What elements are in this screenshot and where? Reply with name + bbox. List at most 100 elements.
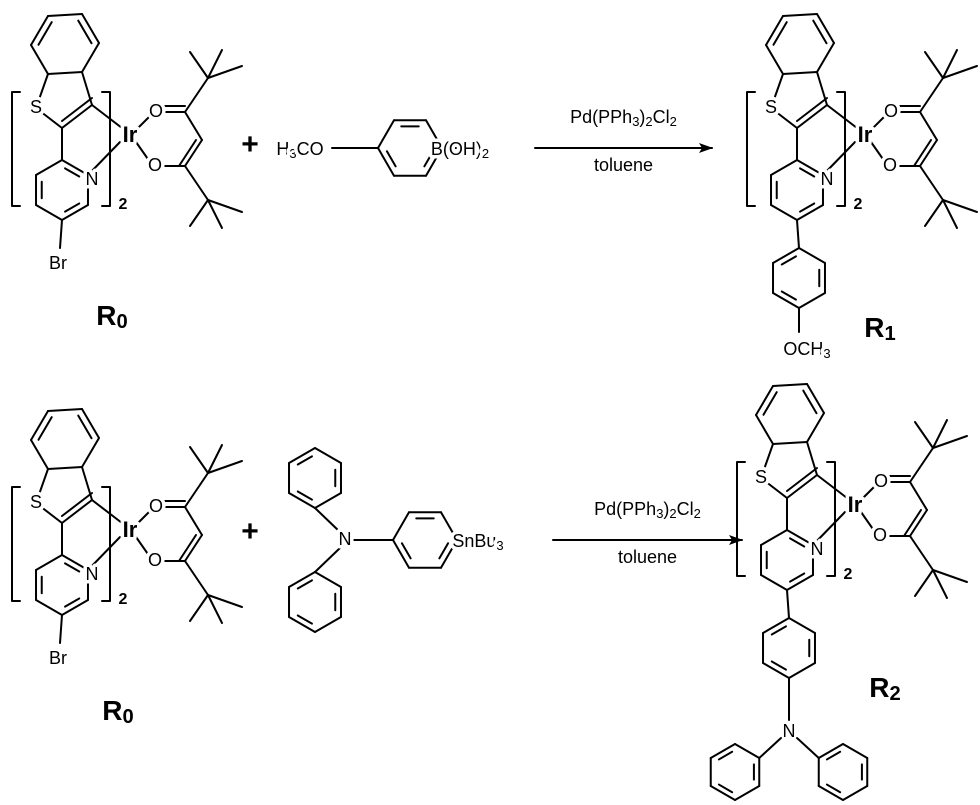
- bond: [184, 139, 203, 167]
- bond: [314, 507, 341, 533]
- ring-bond: [734, 785, 761, 801]
- bond: [919, 111, 938, 141]
- ring-bond: [755, 414, 774, 445]
- ring-bond: [288, 571, 316, 588]
- ring-bond: [799, 167, 816, 178]
- ring-bond: [64, 562, 81, 573]
- bond: [903, 509, 922, 537]
- bond: [207, 199, 243, 213]
- atom-label: N: [811, 539, 824, 559]
- catalyst: Pd(PPh3)2Cl2: [594, 499, 701, 522]
- ring-bond: [35, 599, 63, 616]
- bond: [786, 474, 818, 499]
- bond: [942, 199, 958, 229]
- ring-bond: [47, 71, 83, 75]
- bracket-count: 2: [844, 566, 853, 583]
- atom-label: O: [149, 496, 163, 516]
- plus-sign: +: [241, 515, 259, 548]
- ring-bond: [37, 21, 53, 46]
- bond: [811, 511, 846, 546]
- ring-bond: [296, 614, 313, 625]
- bond: [932, 569, 968, 583]
- bond: [184, 534, 203, 562]
- solvent: toluene: [594, 155, 653, 175]
- ring-bond: [30, 44, 49, 75]
- bond: [796, 737, 820, 759]
- ring-bond: [825, 783, 842, 794]
- ring-bond: [296, 455, 313, 466]
- bond: [932, 419, 948, 449]
- ring-bond: [47, 13, 83, 17]
- atom-label: O: [873, 525, 887, 545]
- ring-bond: [392, 539, 410, 569]
- bond: [870, 113, 888, 131]
- bond: [942, 49, 958, 79]
- ring-bond: [440, 511, 458, 541]
- bond: [932, 569, 948, 599]
- ring-bond: [61, 204, 89, 221]
- ring-bond: [765, 44, 784, 75]
- ring-bond: [288, 616, 316, 633]
- ring-bond: [64, 167, 81, 178]
- bond: [86, 141, 121, 176]
- bond: [35, 502, 63, 524]
- bond: [184, 560, 209, 596]
- bond: [826, 104, 858, 129]
- ring-bond: [798, 247, 826, 264]
- bond: [207, 460, 243, 474]
- bracket: [736, 461, 746, 577]
- ring-bond: [772, 247, 800, 264]
- atom-label: S: [765, 97, 777, 117]
- ring-bond: [772, 21, 788, 46]
- atom-label: O: [148, 550, 162, 570]
- bond: [796, 219, 800, 249]
- bracket: [11, 91, 21, 207]
- ring-bond: [35, 204, 63, 221]
- bond: [786, 467, 818, 492]
- ring-bond: [802, 389, 818, 415]
- bond: [207, 594, 223, 624]
- ring-bond: [786, 529, 814, 546]
- bond: [59, 614, 63, 644]
- ring-bond: [64, 597, 81, 608]
- bond: [135, 141, 151, 163]
- bond: [61, 104, 93, 129]
- bond: [178, 534, 197, 562]
- bond: [135, 508, 153, 526]
- ring-bond: [842, 743, 869, 759]
- plus-sign: +: [241, 128, 259, 161]
- ring-bond: [796, 159, 824, 176]
- bond: [821, 141, 856, 176]
- ring-bond: [786, 574, 814, 591]
- ring-bond: [314, 447, 342, 464]
- ring-bond: [782, 13, 818, 17]
- ring-bond: [37, 416, 53, 441]
- ring-bond: [796, 204, 824, 221]
- bond: [786, 589, 790, 619]
- atom-label: S: [30, 492, 42, 512]
- ring-bond: [385, 150, 397, 168]
- ring-bond: [812, 19, 828, 45]
- ring-bond: [377, 147, 395, 177]
- bracket: [11, 486, 21, 602]
- bond: [59, 219, 63, 249]
- bond: [189, 446, 209, 474]
- bond: [35, 73, 49, 109]
- ring-bond: [789, 572, 806, 583]
- ring-bond: [770, 660, 787, 671]
- bond: [796, 104, 828, 129]
- bond: [35, 107, 63, 129]
- bond: [207, 199, 223, 229]
- group-label: B(OH)2: [431, 139, 489, 162]
- ring-bond: [709, 743, 736, 759]
- bond: [91, 499, 123, 524]
- bond: [314, 547, 341, 573]
- atom-label: N: [783, 721, 796, 741]
- bond: [924, 199, 944, 227]
- atom-label: O: [884, 101, 898, 121]
- ring-bond: [81, 408, 100, 439]
- ring-bond: [762, 391, 778, 416]
- metal-label: Ir: [848, 492, 863, 517]
- ring-bond: [782, 71, 818, 75]
